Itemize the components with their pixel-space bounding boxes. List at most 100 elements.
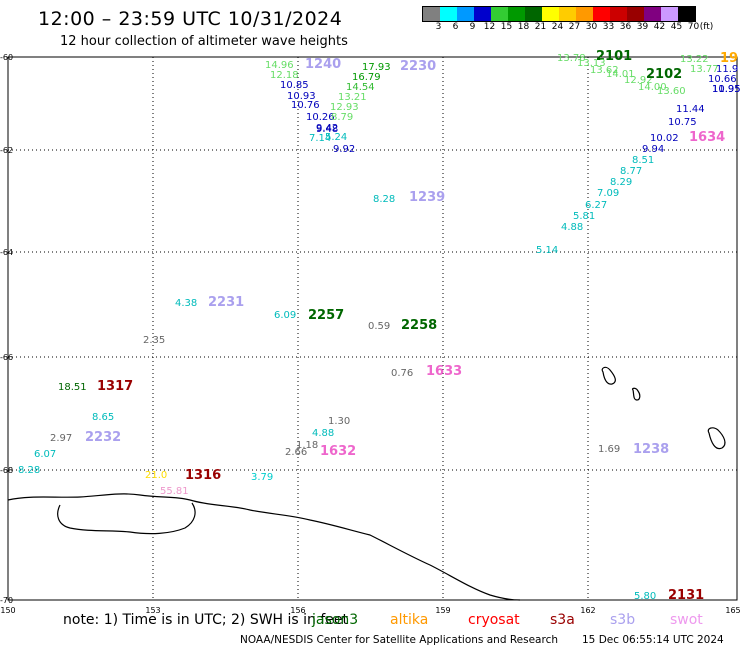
pass-time-label: 19 <box>720 51 738 66</box>
wave-height-label: 12.18 <box>270 70 299 81</box>
wave-height-label: 8.65 <box>92 412 114 423</box>
wave-height-label: 14.01 <box>606 69 635 80</box>
lat-label: -66 <box>0 353 13 362</box>
color-swatch <box>440 7 457 21</box>
coastline <box>7 366 726 601</box>
wave-height-label: 12.92 <box>624 75 653 86</box>
lon-label: 159 <box>435 606 450 615</box>
lat-label: -70 <box>0 596 13 605</box>
color-scale-label: 15 <box>500 22 513 32</box>
island-2 <box>631 387 641 401</box>
color-swatch <box>678 7 695 21</box>
wave-height-label: 6.27 <box>585 200 607 211</box>
color-swatch <box>525 7 542 21</box>
color-scale-label: 36 <box>619 22 632 32</box>
wave-height-label: 13.78 <box>557 53 586 64</box>
pass-time-label: 1239 <box>409 190 445 205</box>
pass-time-label: 1634 <box>689 130 725 145</box>
pass-time-label: 1316 <box>185 468 221 483</box>
wave-height-label: 5.81 <box>573 211 595 222</box>
pass-time-label: 2258 <box>401 318 437 333</box>
wave-height-label: 14.54 <box>346 82 375 93</box>
latitude-labels: -60 -62 -64 -66 -68 -70 <box>0 53 13 605</box>
pass-time-label: 1632 <box>320 444 356 459</box>
wave-height-label: 1.30 <box>328 416 350 427</box>
lon-label: 156 <box>290 606 305 615</box>
color-swatch <box>559 7 576 21</box>
lon-label: 153 <box>145 606 160 615</box>
wave-height-label: 0.59 <box>368 321 390 332</box>
color-scale-unit: (ft) <box>699 22 714 32</box>
wave-height-label: 10.02 <box>650 133 679 144</box>
wave-height-label: 6.07 <box>34 449 56 460</box>
wave-height-label: 11.9 <box>716 64 738 75</box>
wave-height-label: 11.44 <box>676 104 705 115</box>
wave-height-label: 8.28 <box>373 194 395 205</box>
satellite-legend-item: jason3 <box>312 612 359 628</box>
pass-time-label: 2131 <box>668 588 704 603</box>
satellite-legend-item: cryosat <box>468 612 520 628</box>
wave-height-label: 11.95 <box>712 84 740 95</box>
color-scale-label: 21 <box>534 22 547 32</box>
satellite-legend-item: s3a <box>550 612 575 628</box>
color-swatch <box>576 7 593 21</box>
lat-label: -68 <box>0 466 13 475</box>
wave-height-label: 12.93 <box>330 102 359 113</box>
color-swatch <box>661 7 678 21</box>
pass-time-label: 1238 <box>633 442 669 457</box>
wave-height-label: 3.79 <box>251 472 273 483</box>
lat-label: -64 <box>0 248 13 257</box>
island-3 <box>707 427 726 450</box>
color-scale-label: 30 <box>585 22 598 32</box>
color-scale-label: 70 <box>687 22 700 32</box>
pass-time-label: 2101 <box>596 49 632 64</box>
color-scale-label: 42 <box>653 22 666 32</box>
pass-time-label: 1317 <box>97 379 133 394</box>
color-swatch <box>508 7 525 21</box>
wave-height-label: 13.77 <box>690 64 719 75</box>
color-scale-label: 9 <box>469 22 476 32</box>
wave-height-label: 5.14 <box>536 245 558 256</box>
wave-height-label: 13.62 <box>590 65 619 76</box>
color-swatch <box>627 7 644 21</box>
wave-height-label: 13.60 <box>657 86 686 97</box>
wave-height-label: 0.76 <box>391 368 413 379</box>
lat-label: -62 <box>0 146 13 155</box>
color-swatch <box>542 7 559 21</box>
pass-time-label: 2257 <box>308 308 344 323</box>
map-title: 12:00 – 23:59 UTC 10/31/2024 <box>38 8 343 30</box>
longitude-labels: 150 153 156 159 162 165 <box>0 606 740 615</box>
pass-time-label: 2232 <box>85 430 121 445</box>
lon-label: 162 <box>580 606 595 615</box>
wave-height-label: 8.29 <box>610 177 632 188</box>
color-swatch <box>423 7 440 21</box>
wave-height-label: 10.26 <box>306 112 335 123</box>
wave-height-label: 10.66 <box>708 74 737 85</box>
pass-time-label: 2230 <box>400 59 436 74</box>
color-scale-label: 24 <box>551 22 564 32</box>
pass-time-label: 1240 <box>305 57 341 72</box>
wave-height-label: 1.18 <box>296 440 318 451</box>
wave-height-label: 17.93 <box>362 62 391 73</box>
wave-height-label: 8.28 <box>18 465 40 476</box>
color-scale-label: 45 <box>670 22 683 32</box>
island-1 <box>601 366 616 385</box>
wave-height-label: 7.09 <box>597 188 619 199</box>
wave-height-label: 9.42 <box>316 123 338 134</box>
wave-height-label: 13.13 <box>577 58 606 69</box>
credit-line: NOAA/NESDIS Center for Satellite Applica… <box>240 634 558 646</box>
lon-label: 150 <box>0 606 15 615</box>
wave-height-label: 9.92 <box>333 144 355 155</box>
wave-height-label: 2.97 <box>50 433 72 444</box>
pass-time-label: 1633 <box>426 364 462 379</box>
generated-timestamp: 15 Dec 06:55:14 UTC 2024 <box>582 634 724 646</box>
color-scale-bar <box>422 6 696 22</box>
color-scale-label: 27 <box>568 22 581 32</box>
wave-height-label: 2.66 <box>285 447 307 458</box>
wave-height-label: 14.00 <box>638 82 667 93</box>
wave-height-label: 14.96 <box>265 60 294 71</box>
lon-label: 165 <box>725 606 740 615</box>
wave-height-label: 10.93 <box>287 91 316 102</box>
